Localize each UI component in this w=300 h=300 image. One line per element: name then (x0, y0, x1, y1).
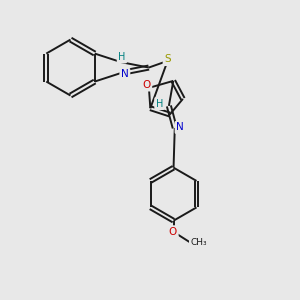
Text: N: N (121, 69, 129, 80)
Text: CH₃: CH₃ (190, 238, 207, 247)
Text: O: O (142, 80, 151, 90)
Text: S: S (164, 55, 171, 64)
Text: H: H (156, 99, 163, 109)
Text: O: O (169, 227, 177, 237)
Text: H: H (118, 52, 126, 62)
Text: N: N (176, 122, 184, 132)
